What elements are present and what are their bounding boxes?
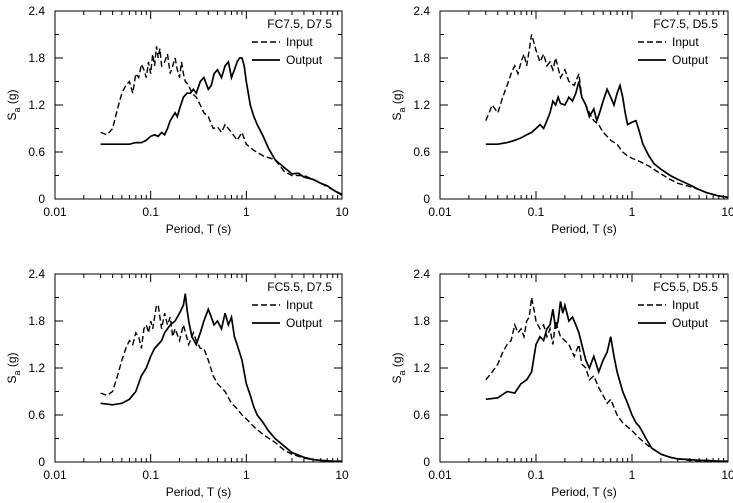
y-axis-label-unit: (g): [5, 89, 19, 107]
series-line-input: [100, 46, 343, 195]
y-axis-label-main: S: [5, 376, 19, 384]
series-line-input: [485, 297, 728, 462]
y-axis-label: Sa (g): [390, 89, 407, 120]
y-tick-label: 0: [38, 192, 45, 206]
y-axis-label: Sa (g): [5, 89, 22, 120]
x-tick-label: 0.1: [528, 205, 545, 219]
x-tick-label: 0.1: [142, 205, 159, 219]
x-axis-label: Period, T (s): [551, 485, 617, 499]
x-tick-label: 0.1: [528, 468, 545, 482]
y-axis-label: Sa (g): [5, 352, 22, 383]
x-tick-label: 10: [721, 468, 733, 482]
series-line-output: [485, 301, 728, 463]
x-tick-label: 10: [335, 205, 349, 219]
x-tick-label: 0.01: [428, 468, 452, 482]
y-axis-label: Sa (g): [390, 352, 407, 383]
legend-label-output: Output: [672, 316, 709, 330]
legend-label-input: Input: [672, 35, 699, 49]
y-axis-label-main: S: [390, 376, 404, 384]
x-tick-label: 0.01: [43, 205, 67, 219]
x-tick-label: 1: [243, 468, 250, 482]
x-tick-label: 0.1: [142, 468, 159, 482]
panel-title: FC7.5, D5.5: [653, 17, 718, 31]
y-tick-label: 0.6: [28, 408, 45, 422]
y-axis-label-subscript: a: [12, 107, 22, 112]
x-axis-label: Period, T (s): [166, 222, 232, 236]
y-tick-label: 1.8: [413, 314, 430, 328]
y-tick-label: 0.6: [28, 145, 45, 159]
x-tick-label: 10: [721, 205, 733, 219]
y-axis-label-subscript: a: [397, 370, 407, 375]
legend-label-output: Output: [672, 53, 709, 67]
panel-title: FC5.5, D5.5: [653, 280, 718, 294]
series-line-output: [485, 81, 729, 199]
y-axis-label-subscript: a: [397, 107, 407, 112]
legend-label-input: Input: [286, 35, 313, 49]
x-tick-label: 0.01: [43, 468, 67, 482]
y-tick-label: 2.4: [28, 267, 45, 281]
legend-label-input: Input: [286, 298, 313, 312]
y-axis-label-unit: (g): [5, 352, 19, 370]
chart-panel-4: 0.01 0.1 1 10 0 0.6 1.2 1.8 2.4 Period, T (s) Sa (…: [390, 267, 733, 499]
chart-panel-2: 0.01 0.1 1 10 0 0.6 1.2 1.8 2.4 Period, T (s) Sa (…: [390, 4, 733, 236]
x-axis-label: Period, T (s): [166, 485, 232, 499]
panel-title: FC7.5, D7.5: [267, 17, 332, 31]
y-axis-label-unit: (g): [390, 352, 404, 370]
y-tick-label: 1.8: [28, 314, 45, 328]
x-axis-label: Period, T (s): [551, 222, 617, 236]
chart-panel-1: 0.01 0.1 1 10 0 0.6 1.2 1.8 2.4 Period, T (s) Sa (…: [5, 4, 349, 236]
y-tick-label: 1.8: [413, 51, 430, 65]
x-tick-label: 1: [243, 205, 250, 219]
y-tick-label: 0: [423, 192, 430, 206]
y-tick-label: 2.4: [413, 4, 430, 18]
y-tick-label: 0.6: [413, 145, 430, 159]
x-tick-label: 10: [335, 468, 349, 482]
series-line-input: [100, 304, 342, 462]
series-line-input: [485, 34, 729, 199]
y-tick-label: 1.2: [413, 98, 430, 112]
y-tick-label: 0: [38, 455, 45, 469]
y-tick-label: 0: [423, 455, 430, 469]
y-tick-label: 2.4: [28, 4, 45, 18]
y-axis-label-subscript: a: [12, 370, 22, 375]
legend-label-input: Input: [672, 298, 699, 312]
legend-label-output: Output: [286, 53, 323, 67]
y-tick-label: 1.8: [28, 51, 45, 65]
y-tick-label: 0.6: [413, 408, 430, 422]
legend-label-output: Output: [286, 316, 323, 330]
y-tick-label: 2.4: [413, 267, 430, 281]
y-axis-label-main: S: [390, 113, 404, 121]
x-tick-label: 0.01: [428, 205, 452, 219]
y-axis-label-main: S: [5, 113, 19, 121]
y-tick-label: 1.2: [28, 361, 45, 375]
panel-title: FC5.5, D7.5: [267, 280, 332, 294]
y-tick-label: 1.2: [413, 361, 430, 375]
series-line-output: [100, 57, 343, 196]
chart-panel-3: 0.01 0.1 1 10 0 0.6 1.2 1.8 2.4 Period, T (s) Sa (…: [5, 267, 349, 499]
series-line-output: [100, 293, 342, 463]
y-axis-label-unit: (g): [390, 89, 404, 107]
y-tick-label: 1.2: [28, 98, 45, 112]
x-tick-label: 1: [629, 468, 636, 482]
x-tick-label: 1: [629, 205, 636, 219]
